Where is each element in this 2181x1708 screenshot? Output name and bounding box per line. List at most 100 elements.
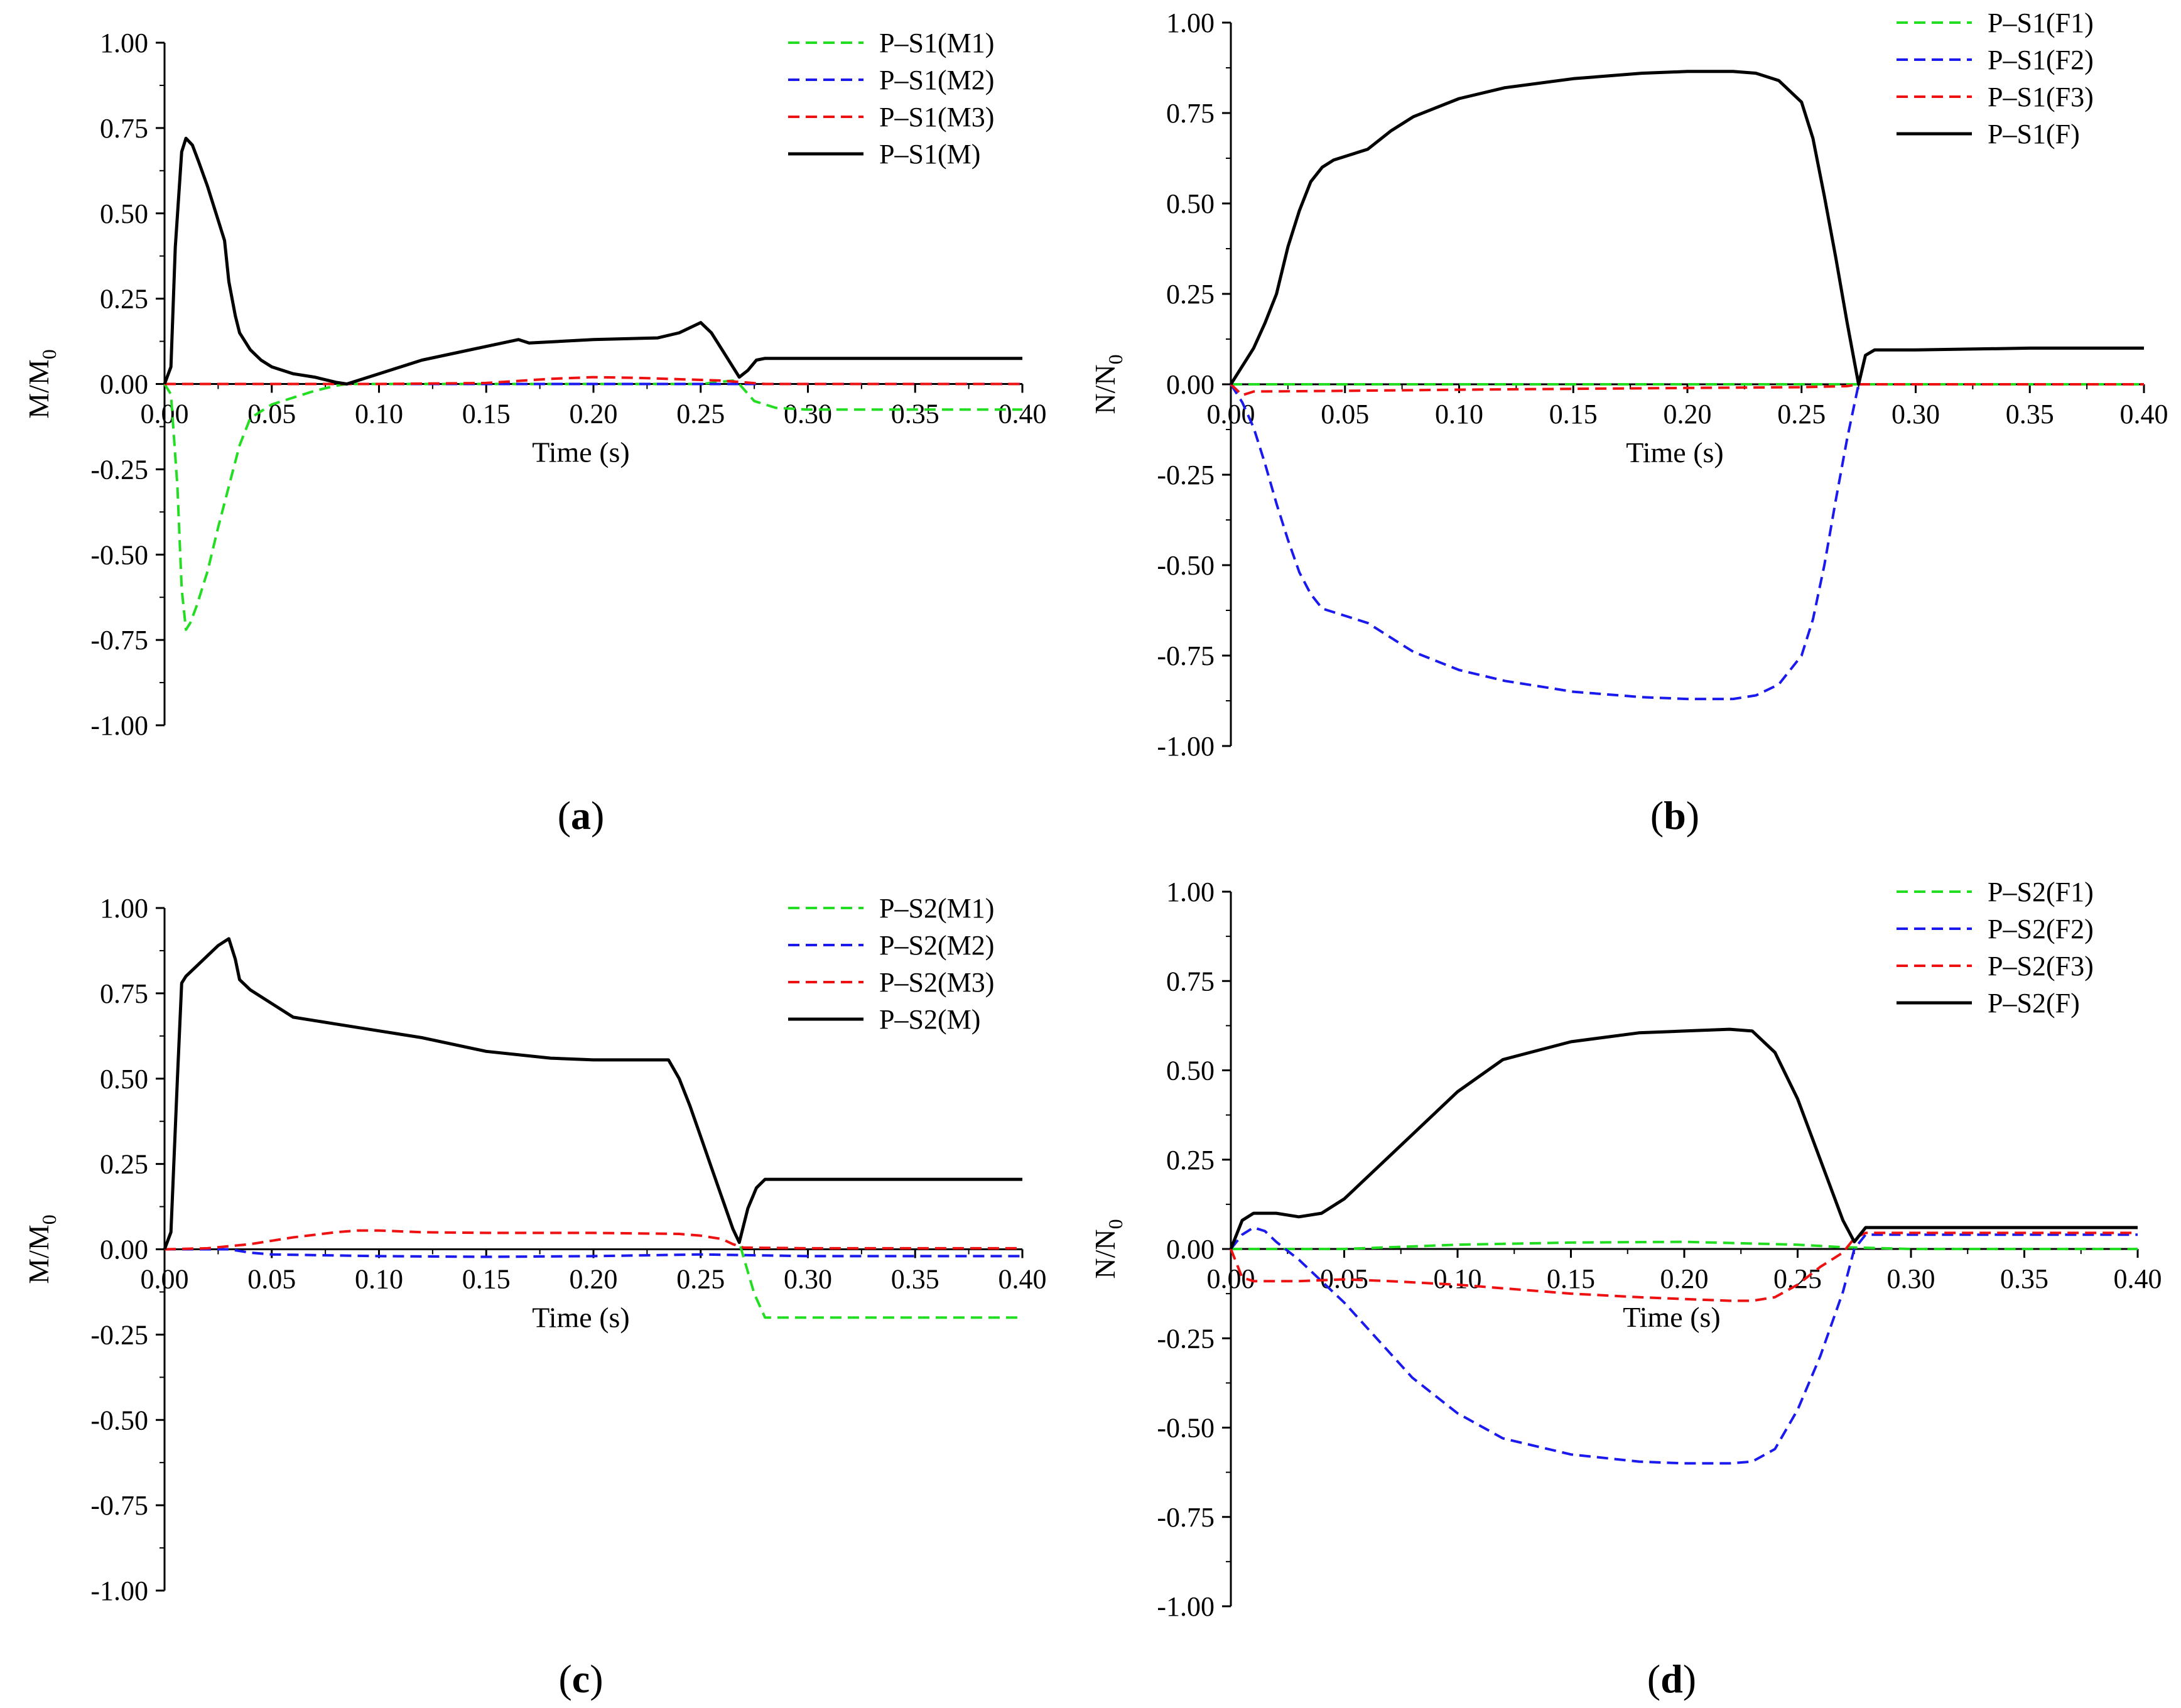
x-tick-label: 0.35 xyxy=(891,399,939,430)
x-tick-label: 0.40 xyxy=(2114,1263,2162,1294)
x-tick-label: 0.30 xyxy=(784,1264,832,1295)
series-line-p-s2-f2- xyxy=(1230,1226,2138,1465)
y-tick-label: 0.75 xyxy=(1166,98,1215,129)
x-tick-label: 0.15 xyxy=(462,399,511,430)
x-tick-label: 0.20 xyxy=(570,1264,618,1295)
legend-label: P–S1(F3) xyxy=(1988,82,2094,112)
chart-panel-1: -1.00 -0.75 -0.50 -0.25 0.00 0.25 0.50 0.75 1.00… xyxy=(23,28,1047,838)
y-axis-title: N/N0 xyxy=(1089,1219,1127,1278)
x-tick-label: 0.10 xyxy=(1435,399,1483,430)
y-axis-title: N/N0 xyxy=(1089,354,1127,414)
y-tick-label: 1.00 xyxy=(1166,8,1215,38)
legend-label: P–S1(M2) xyxy=(879,65,994,95)
y-tick-label: -1.00 xyxy=(90,710,148,741)
y-axis-title-main: N/N xyxy=(1089,364,1121,414)
series-line-p-s1-m3- xyxy=(165,376,1022,386)
y-tick-label: -0.25 xyxy=(90,1319,148,1350)
legend-label: P–S2(M1) xyxy=(879,893,994,924)
series-line-p-s1-m1- xyxy=(163,379,1022,631)
y-tick-label: 0.25 xyxy=(100,284,148,315)
y-axis-title-main: M/M xyxy=(23,1224,55,1284)
series-line-p-s2-m3- xyxy=(164,1229,1022,1251)
y-tick-label: -0.75 xyxy=(90,625,148,656)
y-tick-label: -0.25 xyxy=(1157,460,1215,490)
series-line-p-s2-m2- xyxy=(165,1248,1022,1258)
x-tick-label: 0.35 xyxy=(2006,399,2054,430)
y-axis-title-subscript: 0 xyxy=(1104,1219,1127,1229)
x-tick-label: 0.40 xyxy=(2120,399,2168,430)
y-tick-label: -0.25 xyxy=(90,454,148,485)
x-tick-label: 0.25 xyxy=(1773,1263,1822,1294)
series-line-p-s2-m- xyxy=(163,937,1022,1250)
x-tick-label: 0.00 xyxy=(141,399,189,430)
x-tick-label: 0.05 xyxy=(247,1264,296,1295)
x-tick-label: 0.00 xyxy=(141,1264,189,1295)
panel-label: (a) xyxy=(558,793,605,838)
y-axis-title-subscript: 0 xyxy=(1104,354,1127,364)
y-tick-label: -0.75 xyxy=(90,1490,148,1521)
y-tick-label: -1.00 xyxy=(90,1576,148,1606)
x-axis-title: Time (s) xyxy=(532,1302,630,1334)
y-axis-title-main: M/M xyxy=(23,359,55,419)
legend-label: P–S1(M1) xyxy=(879,28,994,58)
legend-label: P–S1(F) xyxy=(1988,119,2080,149)
y-tick-label: 0.00 xyxy=(1166,1234,1215,1265)
x-tick-label: 0.05 xyxy=(1321,399,1369,430)
x-tick-label: 0.30 xyxy=(1891,399,1940,430)
x-tick-label: 0.20 xyxy=(1664,399,1712,430)
y-tick-label: 0.75 xyxy=(1166,966,1215,997)
x-tick-label: 0.10 xyxy=(355,399,403,430)
y-tick-label: -0.75 xyxy=(1157,640,1215,671)
legend-label: P–S1(M) xyxy=(879,139,980,170)
y-tick-label: -0.75 xyxy=(1157,1502,1215,1533)
y-tick-label: 1.00 xyxy=(1166,877,1215,907)
y-tick-label: -0.25 xyxy=(1157,1323,1215,1354)
legend-label: P–S2(F) xyxy=(1988,988,2080,1019)
y-tick-label: 0.00 xyxy=(1166,369,1215,400)
legend-label: P–S2(F3) xyxy=(1988,951,2094,981)
x-tick-label: 0.30 xyxy=(784,399,832,430)
y-tick-label: 0.25 xyxy=(1166,279,1215,310)
y-tick-label: -0.50 xyxy=(90,1405,148,1435)
y-tick-label: 0.25 xyxy=(1166,1145,1215,1176)
x-tick-label: 0.15 xyxy=(462,1264,511,1295)
y-tick-label: 1.00 xyxy=(100,893,148,924)
y-tick-label: 0.75 xyxy=(100,113,148,144)
legend-label: P–S2(F1) xyxy=(1988,877,2094,907)
x-axis-title: Time (s) xyxy=(1623,1301,1721,1333)
series-line-p-s2-f- xyxy=(1229,1027,2138,1250)
x-tick-label: 0.00 xyxy=(1207,399,1255,430)
legend-label: P–S1(F2) xyxy=(1988,45,2094,75)
chart-panel-3: -1.00 -0.75 -0.50 -0.25 0.00 0.25 0.50 0.75 1.00… xyxy=(23,893,1047,1701)
y-tick-label: 0.00 xyxy=(100,369,148,400)
x-tick-label: 0.35 xyxy=(2000,1263,2048,1294)
panel-label: (b) xyxy=(1650,793,1699,838)
legend-label: P–S1(F1) xyxy=(1988,8,2094,38)
y-axis-title: M/M0 xyxy=(23,349,60,419)
x-axis-title: Time (s) xyxy=(1626,436,1724,468)
y-tick-label: -0.50 xyxy=(1157,1413,1215,1444)
x-tick-label: 0.25 xyxy=(676,1264,725,1295)
y-tick-label: -1.00 xyxy=(1157,731,1215,762)
y-tick-label: 0.00 xyxy=(100,1235,148,1265)
y-tick-label: 0.50 xyxy=(1166,188,1215,219)
legend-label: P–S2(M3) xyxy=(879,967,994,998)
x-tick-label: 0.25 xyxy=(1777,399,1826,430)
series-line-p-s1-f2- xyxy=(1230,383,1860,701)
y-tick-label: -1.00 xyxy=(1157,1591,1215,1622)
y-axis-title-subscript: 0 xyxy=(38,349,60,359)
x-tick-label: 0.20 xyxy=(1660,1263,1709,1294)
legend-label: P–S2(F2) xyxy=(1988,914,2094,944)
y-axis-title: M/M0 xyxy=(23,1214,60,1284)
x-tick-label: 0.25 xyxy=(676,399,725,430)
y-axis-title-main: N/N xyxy=(1089,1229,1121,1278)
panel-label: (c) xyxy=(558,1657,603,1701)
x-tick-label: 0.40 xyxy=(998,399,1047,430)
y-tick-label: 0.25 xyxy=(100,1149,148,1180)
panel-label: (d) xyxy=(1647,1657,1696,1701)
chart-panel-2: -1.00 -0.75 -0.50 -0.25 0.00 0.25 0.50 0.75 1.00… xyxy=(1089,8,2168,838)
series-line-p-s1-f3- xyxy=(1230,383,2144,397)
x-tick-label: 0.20 xyxy=(570,399,618,430)
y-tick-label: 1.00 xyxy=(100,28,148,58)
